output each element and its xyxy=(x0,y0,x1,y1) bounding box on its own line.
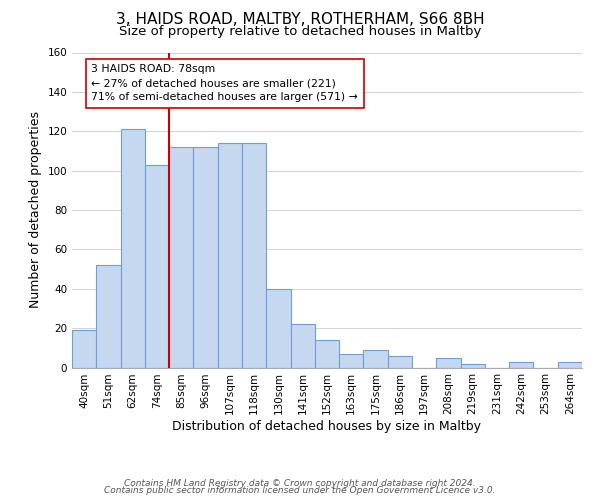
Bar xyxy=(388,356,412,368)
Text: Size of property relative to detached houses in Maltby: Size of property relative to detached ho… xyxy=(119,25,481,38)
Bar xyxy=(193,147,218,368)
Bar xyxy=(364,350,388,368)
Text: 3, HAIDS ROAD, MALTBY, ROTHERHAM, S66 8BH: 3, HAIDS ROAD, MALTBY, ROTHERHAM, S66 8B… xyxy=(116,12,484,28)
Bar xyxy=(315,340,339,367)
Text: Contains HM Land Registry data © Crown copyright and database right 2024.: Contains HM Land Registry data © Crown c… xyxy=(124,478,476,488)
X-axis label: Distribution of detached houses by size in Maltby: Distribution of detached houses by size … xyxy=(173,420,482,433)
Bar xyxy=(169,147,193,368)
Bar xyxy=(145,164,169,368)
Bar xyxy=(339,354,364,368)
Text: Contains public sector information licensed under the Open Government Licence v3: Contains public sector information licen… xyxy=(104,486,496,495)
Bar xyxy=(558,362,582,368)
Bar xyxy=(461,364,485,368)
Text: 3 HAIDS ROAD: 78sqm
← 27% of detached houses are smaller (221)
71% of semi-detac: 3 HAIDS ROAD: 78sqm ← 27% of detached ho… xyxy=(91,64,358,102)
Bar xyxy=(218,143,242,368)
Bar xyxy=(121,130,145,368)
Bar xyxy=(509,362,533,368)
Bar xyxy=(72,330,96,368)
Bar xyxy=(266,289,290,368)
Y-axis label: Number of detached properties: Number of detached properties xyxy=(29,112,42,308)
Bar xyxy=(242,143,266,368)
Bar xyxy=(96,265,121,368)
Bar xyxy=(290,324,315,368)
Bar xyxy=(436,358,461,368)
